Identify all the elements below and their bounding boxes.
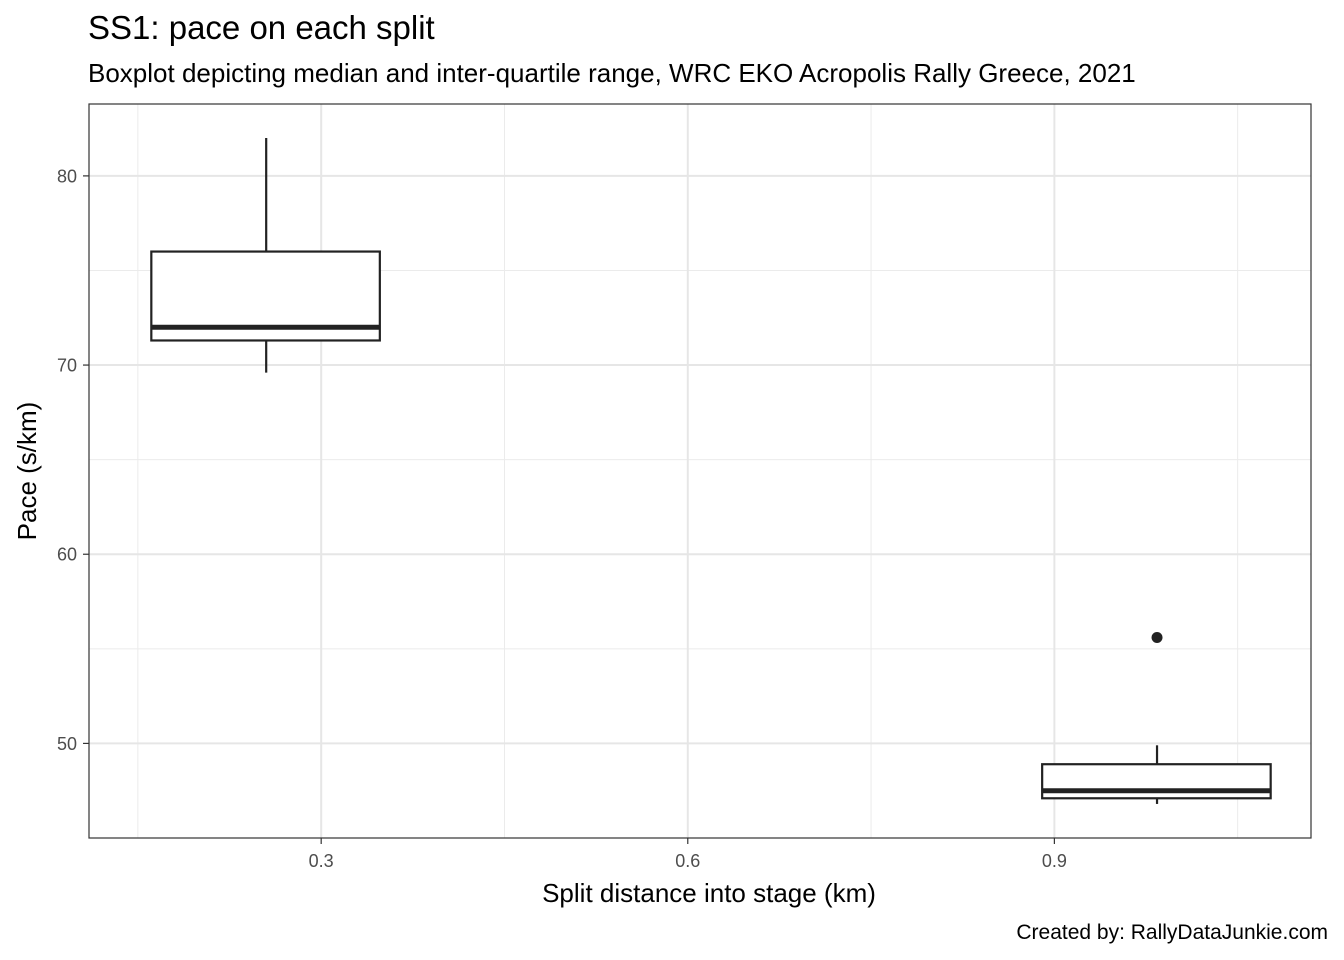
chart-title: SS1: pace on each split	[88, 9, 435, 46]
panel-background	[89, 104, 1311, 838]
x-axis: 0.3 0.6 0.9	[309, 838, 1067, 871]
plot-panel	[88, 103, 1312, 839]
box-group	[1041, 631, 1272, 804]
chart-subtitle: Boxplot depicting median and inter-quart…	[88, 58, 1136, 88]
x-axis-title: Split distance into stage (km)	[542, 878, 876, 908]
panel-border	[88, 103, 1312, 839]
y-tick-label: 80	[57, 166, 77, 186]
outlier-point	[1151, 631, 1163, 643]
box-group	[150, 138, 381, 373]
x-tick-label: 0.6	[675, 851, 700, 871]
x-tick-label: 0.9	[1042, 851, 1067, 871]
chart-caption: Created by: RallyDataJunkie.com	[1016, 921, 1328, 944]
x-tick-label: 0.3	[309, 851, 334, 871]
y-tick-label: 60	[57, 545, 77, 565]
y-axis-title: Pace (s/km)	[12, 402, 42, 541]
box-series	[150, 138, 1272, 804]
y-axis: 50 60 70 80	[57, 166, 89, 754]
y-tick-label: 50	[57, 734, 77, 754]
y-tick-label: 70	[57, 356, 77, 376]
grid-lines	[89, 104, 1311, 839]
